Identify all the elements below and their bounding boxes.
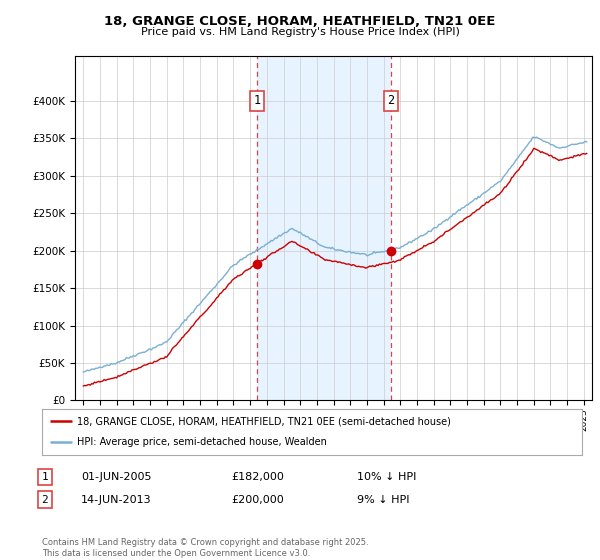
Text: 9% ↓ HPI: 9% ↓ HPI: [357, 494, 409, 505]
Text: 2: 2: [41, 494, 49, 505]
Bar: [257, 56, 391, 400]
Text: £200,000: £200,000: [231, 494, 284, 505]
Text: 01-JUN-2005: 01-JUN-2005: [81, 472, 151, 482]
Text: 10% ↓ HPI: 10% ↓ HPI: [357, 472, 416, 482]
Text: 18, GRANGE CLOSE, HORAM, HEATHFIELD, TN21 0EE: 18, GRANGE CLOSE, HORAM, HEATHFIELD, TN2…: [104, 15, 496, 27]
Text: 1: 1: [41, 472, 49, 482]
Text: £182,000: £182,000: [231, 472, 284, 482]
Text: 1: 1: [254, 94, 261, 108]
Text: 18, GRANGE CLOSE, HORAM, HEATHFIELD, TN21 0EE (semi-detached house): 18, GRANGE CLOSE, HORAM, HEATHFIELD, TN2…: [77, 416, 451, 426]
Text: Contains HM Land Registry data © Crown copyright and database right 2025.
This d: Contains HM Land Registry data © Crown c…: [42, 538, 368, 558]
Text: Price paid vs. HM Land Registry's House Price Index (HPI): Price paid vs. HM Land Registry's House …: [140, 27, 460, 37]
Text: 2: 2: [388, 94, 395, 108]
Text: HPI: Average price, semi-detached house, Wealden: HPI: Average price, semi-detached house,…: [77, 437, 327, 447]
Text: 14-JUN-2013: 14-JUN-2013: [81, 494, 152, 505]
